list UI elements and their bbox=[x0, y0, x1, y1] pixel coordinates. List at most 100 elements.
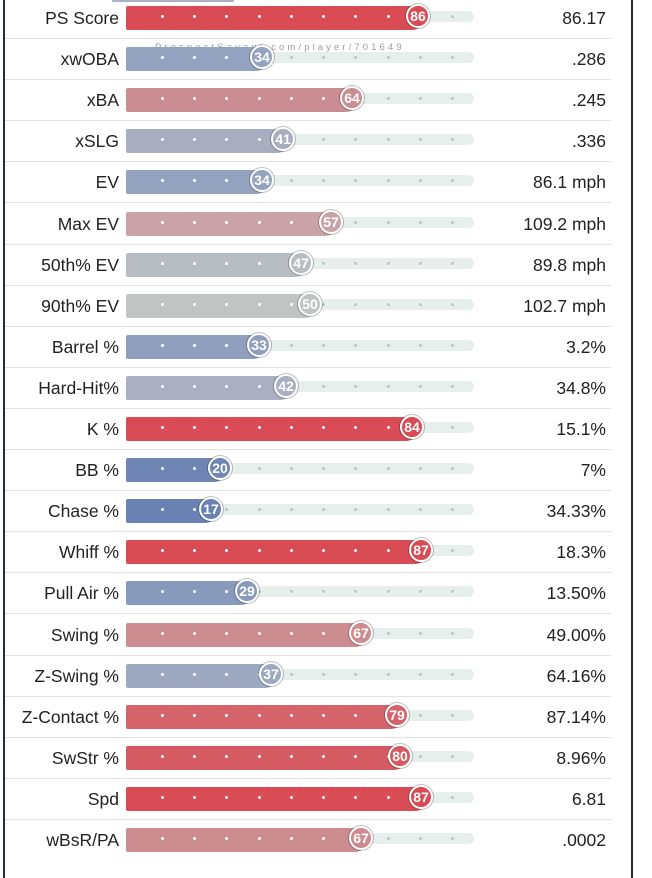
tick-dot bbox=[418, 672, 422, 676]
tick-dot bbox=[354, 138, 358, 142]
metric-row: Z-Swing % 37 64.16% bbox=[5, 656, 611, 697]
tick-dot bbox=[418, 590, 422, 594]
percentile-badge: 37 bbox=[259, 661, 283, 686]
metric-value: .245 bbox=[571, 90, 606, 111]
metric-label: xBA bbox=[86, 90, 119, 111]
metric-label: BB % bbox=[75, 460, 119, 481]
tick-dot bbox=[193, 343, 197, 347]
percentile-track bbox=[126, 463, 474, 475]
tick-dot bbox=[225, 179, 229, 183]
tick-dot bbox=[322, 549, 326, 553]
tick-dot bbox=[450, 15, 454, 18]
tick-dot bbox=[257, 508, 261, 512]
track-tick-marks bbox=[126, 837, 474, 841]
track-tick-marks bbox=[126, 795, 474, 800]
metric-value: 49.00% bbox=[546, 624, 606, 645]
tick-dot bbox=[193, 426, 197, 429]
tick-dot bbox=[386, 97, 390, 101]
tick-dot bbox=[225, 672, 229, 676]
tick-dot bbox=[225, 508, 229, 512]
tick-dot bbox=[257, 713, 261, 717]
metric-label: Z-Contact % bbox=[21, 706, 119, 727]
tick-dot bbox=[289, 754, 293, 758]
tick-dot bbox=[161, 220, 164, 224]
tick-dot bbox=[450, 426, 454, 429]
percentile-bar-fill bbox=[126, 540, 427, 565]
tick-dot bbox=[225, 138, 229, 142]
tick-dot bbox=[322, 837, 326, 840]
metric-value: 18.3% bbox=[556, 542, 606, 563]
tick-dot bbox=[257, 15, 261, 18]
tick-dot bbox=[193, 590, 197, 594]
tick-dot bbox=[450, 179, 454, 183]
metric-value: 13.50% bbox=[546, 583, 606, 604]
tick-dot bbox=[257, 549, 261, 553]
tick-dot bbox=[450, 261, 454, 265]
percentile-bar-fill bbox=[126, 88, 358, 113]
tick-dot bbox=[322, 97, 326, 101]
tick-dot bbox=[225, 795, 229, 799]
metric-label: Swing % bbox=[50, 624, 119, 645]
tick-dot bbox=[161, 15, 164, 18]
tick-dot bbox=[450, 672, 454, 676]
metric-row: xSLG 41 .336 bbox=[5, 121, 611, 163]
metric-row: xBA 64 .245 bbox=[5, 80, 611, 122]
tick-dot bbox=[386, 837, 390, 840]
tick-dot bbox=[450, 220, 454, 224]
panel-tab-edge bbox=[112, 0, 234, 2]
tick-dot bbox=[289, 508, 293, 512]
percentile-bar-fill bbox=[126, 129, 289, 154]
tick-dot bbox=[386, 590, 390, 594]
tick-dot bbox=[289, 549, 293, 553]
tick-dot bbox=[322, 138, 326, 142]
metric-value: 15.1% bbox=[556, 419, 606, 439]
track-tick-marks bbox=[126, 138, 474, 142]
track-tick-marks bbox=[126, 672, 474, 677]
tick-dot bbox=[225, 97, 229, 101]
metric-label: Hard-Hit% bbox=[38, 377, 119, 398]
percentile-badge: 17 bbox=[199, 497, 223, 522]
metric-row: BB % 20 7% bbox=[5, 450, 611, 492]
tick-dot bbox=[257, 138, 261, 142]
watermark: ProspectSavant.com/player/701649 bbox=[155, 42, 405, 53]
tick-dot bbox=[450, 837, 454, 840]
metric-value: 87.14% bbox=[546, 706, 606, 727]
tick-dot bbox=[161, 179, 164, 183]
percentile-badge: 50 bbox=[298, 291, 322, 316]
tick-dot bbox=[322, 754, 326, 758]
tick-dot bbox=[354, 15, 358, 18]
tick-dot bbox=[161, 138, 164, 142]
metric-label: PS Score bbox=[45, 8, 119, 28]
track-tick-marks bbox=[126, 508, 474, 512]
tick-dot bbox=[322, 631, 326, 635]
tick-dot bbox=[450, 138, 454, 142]
tick-dot bbox=[418, 97, 422, 101]
tick-dot bbox=[450, 343, 454, 347]
metric-label: xSLG bbox=[75, 131, 119, 152]
tick-dot bbox=[225, 631, 229, 635]
tick-dot bbox=[322, 56, 326, 60]
tick-dot bbox=[225, 837, 229, 840]
metric-value: 6.81 bbox=[571, 788, 606, 809]
tick-dot bbox=[450, 508, 454, 512]
tick-dot bbox=[161, 343, 164, 347]
tick-dot bbox=[322, 384, 326, 388]
tick-dot bbox=[354, 302, 358, 306]
tick-dot bbox=[418, 179, 422, 183]
percentile-bar-fill bbox=[126, 375, 292, 400]
percentile-track bbox=[126, 668, 474, 680]
tick-dot bbox=[386, 795, 390, 799]
metric-row: Chase % 17 34.33% bbox=[5, 491, 611, 533]
tick-dot bbox=[289, 631, 293, 635]
metric-label: SwStr % bbox=[51, 747, 119, 768]
tick-dot bbox=[289, 837, 293, 840]
percentile-track bbox=[126, 504, 474, 516]
percentile-badge: 84 bbox=[400, 415, 424, 439]
percentile-bar-fill bbox=[126, 293, 316, 318]
track-tick-marks bbox=[126, 754, 474, 759]
metric-value: 64.16% bbox=[546, 665, 606, 686]
metric-row: 90th% EV 50 102.7 mph bbox=[5, 286, 611, 327]
tick-dot bbox=[193, 302, 197, 306]
metric-row: Swing % 67 49.00% bbox=[5, 615, 611, 656]
metric-label: Chase % bbox=[47, 501, 119, 522]
